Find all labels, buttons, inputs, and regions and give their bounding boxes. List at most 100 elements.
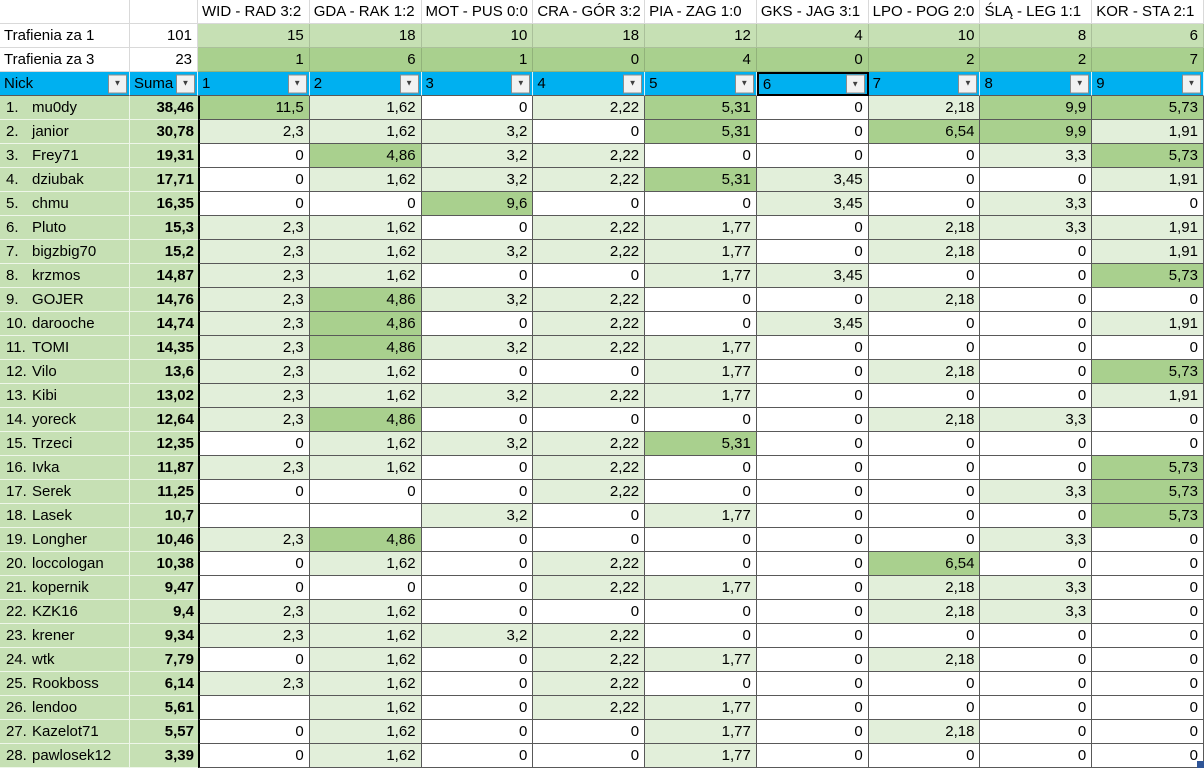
score-cell[interactable]: 0 [1092, 744, 1204, 768]
player-name-cell[interactable]: 27. Kazelot71 [0, 720, 130, 744]
score-cell[interactable]: 1,62 [309, 264, 422, 288]
score-cell[interactable]: 0 [421, 600, 534, 624]
score-cell[interactable]: 0 [421, 456, 534, 480]
match-header-4[interactable]: CRA - GÓR 3:2 [533, 0, 646, 24]
za3-total-cell[interactable]: 23 [130, 48, 198, 72]
score-cell[interactable]: 0 [645, 408, 757, 432]
score-cell[interactable]: 0 [1092, 576, 1204, 600]
player-suma-cell[interactable]: 13,6 [130, 360, 198, 384]
score-cell[interactable]: 4,86 [309, 144, 422, 168]
score-cell[interactable]: 2,22 [533, 432, 646, 456]
score-cell[interactable]: 2,18 [868, 648, 981, 672]
match-header-8[interactable]: ŚLĄ - LEG 1:1 [980, 0, 1093, 24]
score-cell[interactable]: 0 [756, 720, 869, 744]
score-cell[interactable]: 9,6 [421, 192, 534, 216]
score-cell[interactable]: 0 [421, 312, 534, 336]
score-cell[interactable]: 0 [645, 144, 757, 168]
za3-value-cell[interactable]: 0 [756, 48, 869, 72]
player-name-cell[interactable]: 19. Longher [0, 528, 130, 552]
za1-total-cell[interactable]: 101 [130, 24, 198, 48]
score-cell[interactable]: 0 [1092, 672, 1204, 696]
score-cell[interactable]: 0 [533, 264, 646, 288]
score-cell[interactable]: 0 [980, 720, 1093, 744]
filter-cell-7[interactable]: 7 ▼ [868, 72, 981, 96]
filter-dropdown-button[interactable]: ▼ [399, 74, 419, 93]
score-cell[interactable]: 1,77 [645, 696, 757, 720]
player-name-cell[interactable]: 26. lendoo [0, 696, 130, 720]
score-cell[interactable]: 5,73 [1092, 456, 1204, 480]
score-cell[interactable]: 0 [868, 192, 981, 216]
filter-dropdown-button[interactable]: ▼ [1070, 74, 1090, 93]
score-cell[interactable]: 3,2 [421, 240, 534, 264]
player-suma-cell[interactable]: 11,87 [130, 456, 198, 480]
score-cell[interactable]: 2,18 [868, 576, 981, 600]
score-cell[interactable]: 1,62 [309, 744, 422, 768]
player-suma-cell[interactable]: 13,02 [130, 384, 198, 408]
score-cell[interactable]: 2,18 [868, 288, 981, 312]
score-cell[interactable]: 0 [756, 480, 869, 504]
score-cell[interactable]: 0 [645, 192, 757, 216]
score-cell[interactable]: 5,73 [1092, 264, 1204, 288]
score-cell[interactable]: 1,77 [645, 744, 757, 768]
player-name-cell[interactable]: 4. dziubak [0, 168, 130, 192]
score-cell[interactable]: 0 [1092, 408, 1204, 432]
score-cell[interactable]: 4,86 [309, 408, 422, 432]
player-name-cell[interactable]: 21. kopernik [0, 576, 130, 600]
score-cell[interactable]: 0 [533, 720, 646, 744]
player-name-cell[interactable]: 11. TOMI [0, 336, 130, 360]
score-cell[interactable]: 0 [756, 432, 869, 456]
player-suma-cell[interactable]: 11,25 [130, 480, 198, 504]
player-name-cell[interactable]: 9. GOJER [0, 288, 130, 312]
score-cell[interactable]: 0 [645, 552, 757, 576]
score-cell[interactable]: 3,3 [980, 480, 1093, 504]
score-cell[interactable]: 0 [756, 216, 869, 240]
score-cell[interactable]: 0 [645, 672, 757, 696]
player-name-cell[interactable]: 22. KZK16 [0, 600, 130, 624]
score-cell[interactable]: 1,77 [645, 336, 757, 360]
score-cell[interactable]: 1,91 [1092, 312, 1204, 336]
score-cell[interactable]: 1,77 [645, 216, 757, 240]
score-cell[interactable]: 1,77 [645, 384, 757, 408]
za1-value-cell[interactable]: 10 [421, 24, 534, 48]
filter-cell-1[interactable]: 1 ▼ [198, 72, 310, 96]
player-name-cell[interactable]: 17. Serek [0, 480, 130, 504]
score-cell[interactable]: 0 [756, 456, 869, 480]
score-cell[interactable]: 2,3 [198, 264, 310, 288]
score-cell[interactable]: 2,22 [533, 216, 646, 240]
filter-dropdown-button[interactable]: ▼ [958, 74, 978, 93]
score-cell[interactable]: 0 [421, 216, 534, 240]
score-cell[interactable] [198, 504, 310, 528]
score-cell[interactable]: 2,3 [198, 120, 310, 144]
score-cell[interactable]: 2,3 [198, 360, 310, 384]
score-cell[interactable]: 0 [868, 384, 981, 408]
score-cell[interactable]: 0 [198, 552, 310, 576]
score-cell[interactable]: 0 [421, 720, 534, 744]
score-cell[interactable]: 0 [868, 168, 981, 192]
score-cell[interactable]: 0 [198, 648, 310, 672]
score-cell[interactable]: 1,62 [309, 456, 422, 480]
score-cell[interactable]: 3,2 [421, 168, 534, 192]
score-cell[interactable]: 0 [198, 168, 310, 192]
match-header-3[interactable]: MOT - PUS 0:0 [421, 0, 534, 24]
match-header-9[interactable]: KOR - STA 2:1 [1092, 0, 1204, 24]
match-header-5[interactable]: PIA - ZAG 1:0 [645, 0, 757, 24]
za1-label-cell[interactable]: Trafienia za 1 [0, 24, 130, 48]
player-suma-cell[interactable]: 10,7 [130, 504, 198, 528]
player-name-cell[interactable]: 24. wtk [0, 648, 130, 672]
score-cell[interactable]: 0 [1092, 696, 1204, 720]
score-cell[interactable]: 0 [533, 120, 646, 144]
za1-value-cell[interactable]: 18 [309, 24, 422, 48]
score-cell[interactable]: 2,18 [868, 720, 981, 744]
player-name-cell[interactable]: 16. Ivka [0, 456, 130, 480]
score-cell[interactable]: 5,73 [1092, 144, 1204, 168]
za1-value-cell[interactable]: 4 [756, 24, 869, 48]
score-cell[interactable]: 0 [868, 672, 981, 696]
score-cell[interactable]: 1,62 [309, 648, 422, 672]
score-cell[interactable]: 3,45 [756, 168, 869, 192]
score-cell[interactable]: 3,2 [421, 384, 534, 408]
score-cell[interactable]: 0 [868, 504, 981, 528]
player-name-cell[interactable]: 3. Frey71 [0, 144, 130, 168]
score-cell[interactable]: 1,62 [309, 216, 422, 240]
filter-cell-nick[interactable]: Nick ▼ [0, 72, 130, 96]
score-cell[interactable]: 5,73 [1092, 504, 1204, 528]
